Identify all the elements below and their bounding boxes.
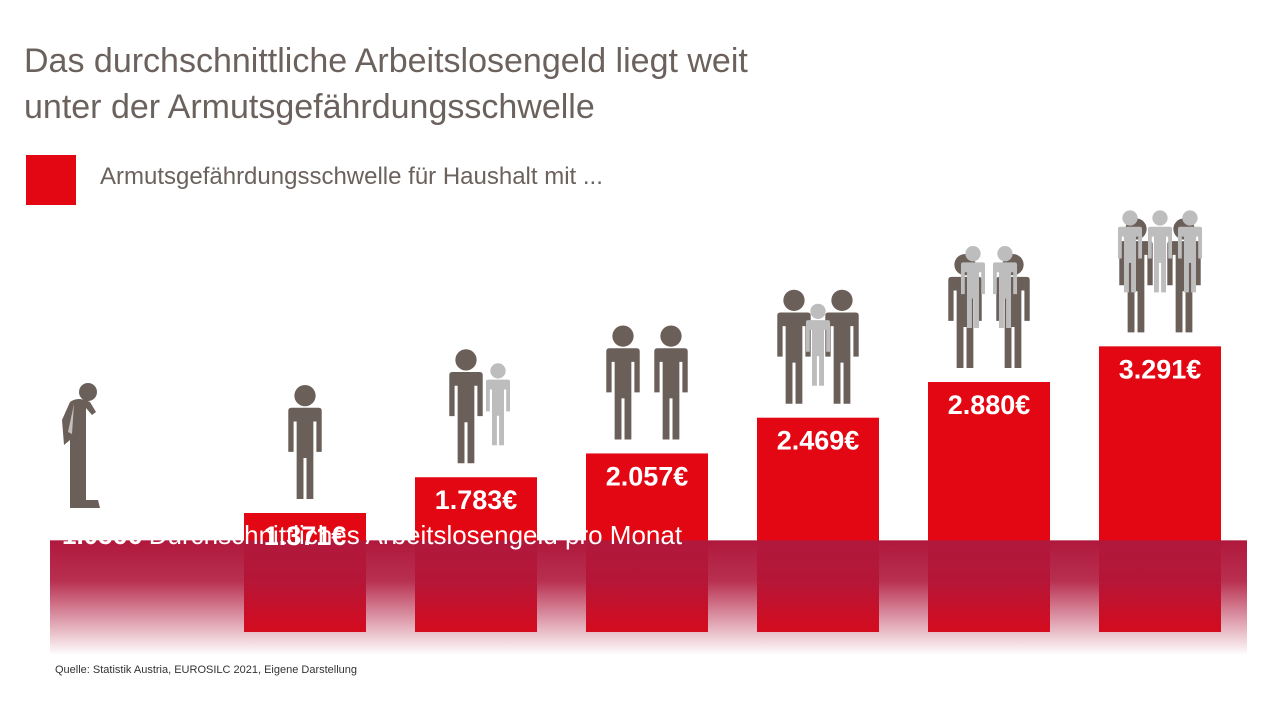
adult-icon (288, 384, 322, 499)
bar-value-label-4: 2.469€ (777, 426, 860, 456)
reference-text: Durchschnittliches Arbeitslosengeld pro … (148, 520, 683, 550)
legend-swatch (26, 155, 76, 205)
child-icon (960, 246, 986, 329)
child-icon (805, 303, 831, 386)
bar-value-label-5: 2.880€ (948, 390, 1031, 420)
bar-value-label-1: 1.371€ (264, 521, 347, 551)
adult-icon (825, 289, 859, 404)
child-icon (485, 363, 511, 446)
legend-label: Armutsgefährdungsschwelle für Haushalt m… (100, 163, 603, 190)
child-icon (992, 246, 1018, 329)
child-icon (1117, 210, 1143, 293)
chart-title: Das durchschnittliche Arbeitslosengeld l… (24, 38, 924, 130)
adult-icon (449, 349, 483, 464)
adult-icon (777, 289, 811, 404)
adult-icon (654, 325, 688, 440)
bar-value-label-6: 3.291€ (1119, 354, 1202, 384)
adult-icon (606, 325, 640, 440)
unemployed-person-icon (62, 383, 100, 508)
bar-value-label-3: 2.057€ (606, 461, 689, 491)
bar-value-label-2: 1.783€ (435, 485, 518, 515)
reference-value: 1.056€ (62, 520, 142, 550)
unemployment-benefit-band (50, 540, 1247, 656)
child-icon (1147, 210, 1173, 293)
title-line-2: unter der Armutsgefährdungsschwelle (24, 88, 595, 126)
child-icon (1177, 210, 1203, 293)
source-note: Quelle: Statistik Austria, EUROSILC 2021… (55, 664, 358, 676)
reference-line-label: 1.056€ Durchschnittliches Arbeitslosenge… (62, 520, 682, 551)
title-line-1: Das durchschnittliche Arbeitslosengeld l… (24, 42, 748, 80)
